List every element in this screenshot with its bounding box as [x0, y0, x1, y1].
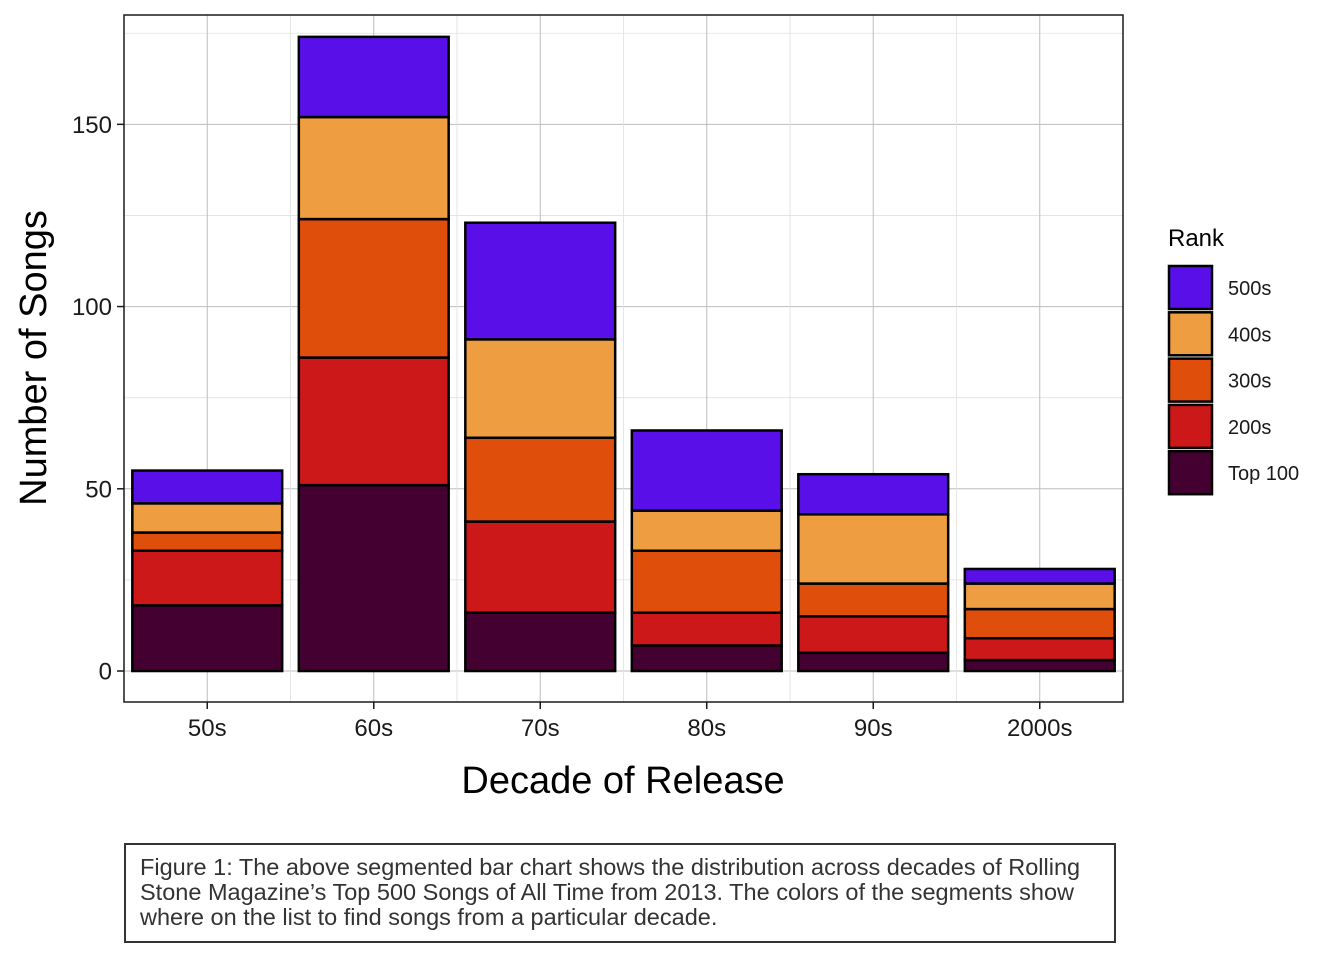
y-tick-label: 150 — [72, 112, 112, 139]
bar-segment-60s-500s — [297, 35, 450, 119]
bar-segment-80s-400s — [630, 509, 783, 553]
bar-segment-90s-400s — [797, 513, 950, 585]
legend: Rank 500s 400s 300s 200s Top 100 — [1167, 225, 1299, 496]
bar-segment-80s-top-100 — [630, 644, 783, 673]
x-tick-label: 90s — [854, 715, 893, 742]
bar-segment-60s-top-100 — [297, 483, 450, 673]
x-axis: 50s 60s 70s 80s 90s 2000s — [188, 702, 1072, 742]
bar-segment-50s-500s — [131, 469, 284, 505]
legend-label: 300s — [1228, 371, 1271, 393]
figure-caption: Figure 1: The above segmented bar chart … — [140, 854, 1081, 930]
bar-segment-60s-400s — [297, 115, 450, 221]
x-tick-label: 50s — [188, 715, 227, 742]
bar-segment-2000s-500s — [963, 567, 1116, 585]
y-tick-label: 50 — [85, 476, 112, 503]
legend-label: 500s — [1228, 278, 1271, 300]
legend-label: 400s — [1228, 324, 1271, 346]
bar-segment-2000s-300s — [963, 607, 1116, 640]
legend-label: Top 100 — [1228, 463, 1299, 485]
x-axis-title: Decade of Release — [461, 760, 784, 802]
x-tick-label: 70s — [521, 715, 560, 742]
bar-segment-80s-500s — [630, 429, 783, 512]
bar-segment-90s-top-100 — [797, 651, 950, 673]
x-tick-label: 60s — [354, 715, 393, 742]
bar-segment-50s-top-100 — [131, 604, 284, 673]
segmented-bar-chart: 0 50 100 150 50s 60s 70s 80s 90s 2000s Decade of… — [13, 14, 1299, 802]
legend-swatch-500s — [1167, 264, 1214, 311]
bar-segment-80s-200s — [630, 611, 783, 647]
bar-segments — [131, 35, 1116, 673]
bar-segment-70s-top-100 — [464, 611, 617, 673]
legend-swatch-200s — [1167, 403, 1214, 450]
bar-segment-90s-200s — [797, 615, 950, 655]
y-axis-title: Number of Songs — [13, 210, 55, 506]
bar-segment-50s-200s — [131, 549, 284, 607]
bar-segment-50s-400s — [131, 502, 284, 534]
legend-swatch-400s — [1167, 311, 1214, 357]
bar-segment-80s-300s — [630, 549, 783, 614]
bar-segment-70s-200s — [464, 520, 617, 614]
bar-segment-70s-400s — [464, 338, 617, 440]
bar-segment-90s-500s — [797, 472, 950, 516]
y-axis: 0 50 100 150 — [72, 112, 124, 686]
bar-segment-90s-300s — [797, 582, 950, 618]
legend-swatch-300s — [1167, 357, 1214, 403]
y-tick-label: 100 — [72, 294, 112, 321]
plot-panel-border — [123, 14, 1124, 703]
y-tick-label: 0 — [99, 659, 112, 686]
legend-swatch-top-100 — [1167, 449, 1214, 496]
bar-segment-2000s-400s — [963, 582, 1116, 611]
legend-title: Rank — [1168, 225, 1225, 252]
bar-segment-2000s-top-100 — [963, 658, 1116, 673]
x-tick-label: 2000s — [1007, 715, 1072, 742]
figure-caption-box: Figure 1: The above segmented bar chart … — [124, 843, 1116, 943]
legend-label: 200s — [1228, 417, 1271, 439]
bar-segment-60s-200s — [297, 356, 450, 487]
bar-segment-50s-300s — [131, 531, 284, 553]
x-tick-label: 80s — [687, 715, 726, 742]
bar-segment-2000s-200s — [963, 636, 1116, 662]
bar-segment-60s-300s — [297, 217, 450, 359]
bar-segment-70s-300s — [464, 436, 617, 523]
bar-segment-70s-500s — [464, 221, 617, 341]
